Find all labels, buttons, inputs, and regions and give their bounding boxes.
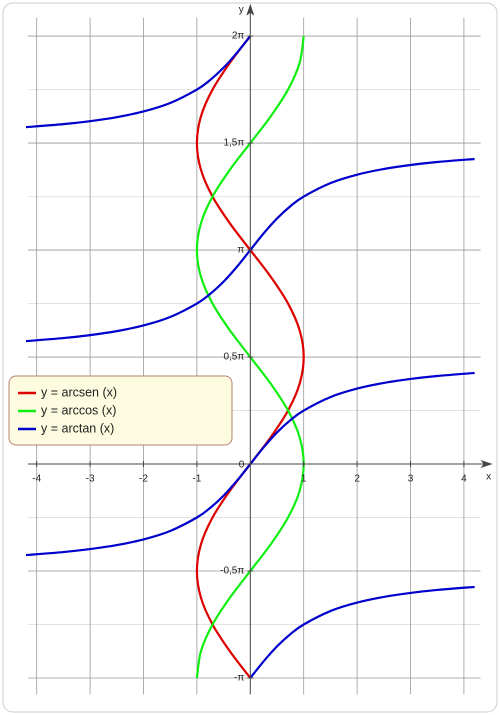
x-tick-label: -3 [86,474,95,485]
x-axis-label: x [486,472,491,483]
x-tick-label: -2 [139,474,148,485]
curve [195,35,305,679]
y-tick-label: -0,5π [220,566,244,577]
y-axis-arrow [246,3,255,16]
y-tick-label: 2π [232,31,245,42]
y-tick-label: 1,5π [223,138,244,149]
y-tick-label: π [237,245,244,256]
x-tick-label: -1 [192,474,201,485]
legend: y = arcsen (x) y = arccos (x) y = arctan (… [8,375,233,446]
axes: x y -4 -3 -2 -1 1 2 3 4 -π -0,5π 0 0,5π π 1,5π 2π [28,3,493,695]
y-tick-label: -π [234,673,244,684]
x-tick-label: -4 [32,474,41,485]
legend-label: y = arcsen (x) [41,385,117,399]
x-tick-label: 1 [301,474,307,485]
y-tick-label: 0,5π [223,352,244,363]
x-tick-label: 3 [408,474,414,485]
legend-label: y = arccos (x) [41,403,116,417]
x-axis-arrow [480,460,493,469]
legend-label: y = arctan (x) [41,421,114,435]
x-tick-label: 4 [461,474,467,485]
x-tick-label: 2 [354,474,360,485]
legend-box [8,375,233,446]
y-tick-label: 0 [239,460,245,471]
y-axis-label: y [239,4,244,15]
